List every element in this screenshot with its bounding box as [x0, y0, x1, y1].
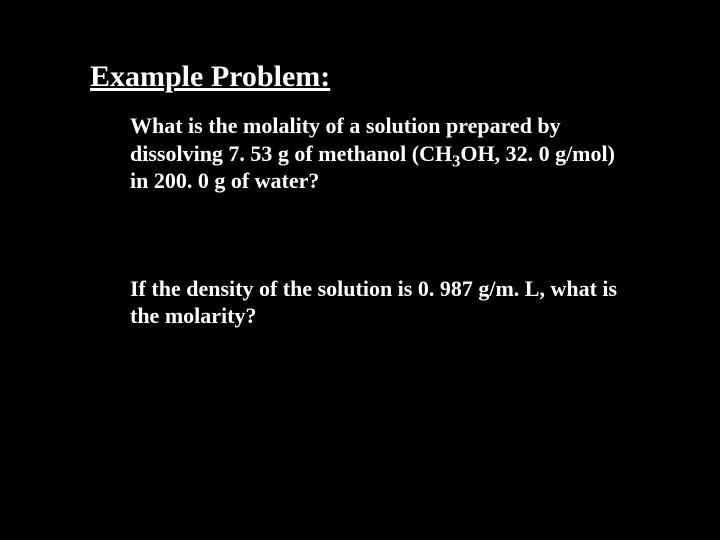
question-2: If the density of the solution is 0. 987… [130, 275, 620, 330]
slide-title: Example Problem: [90, 60, 630, 94]
question-1: What is the molality of a solution prepa… [130, 112, 620, 195]
slide-container: Example Problem: What is the molality of… [0, 0, 720, 540]
